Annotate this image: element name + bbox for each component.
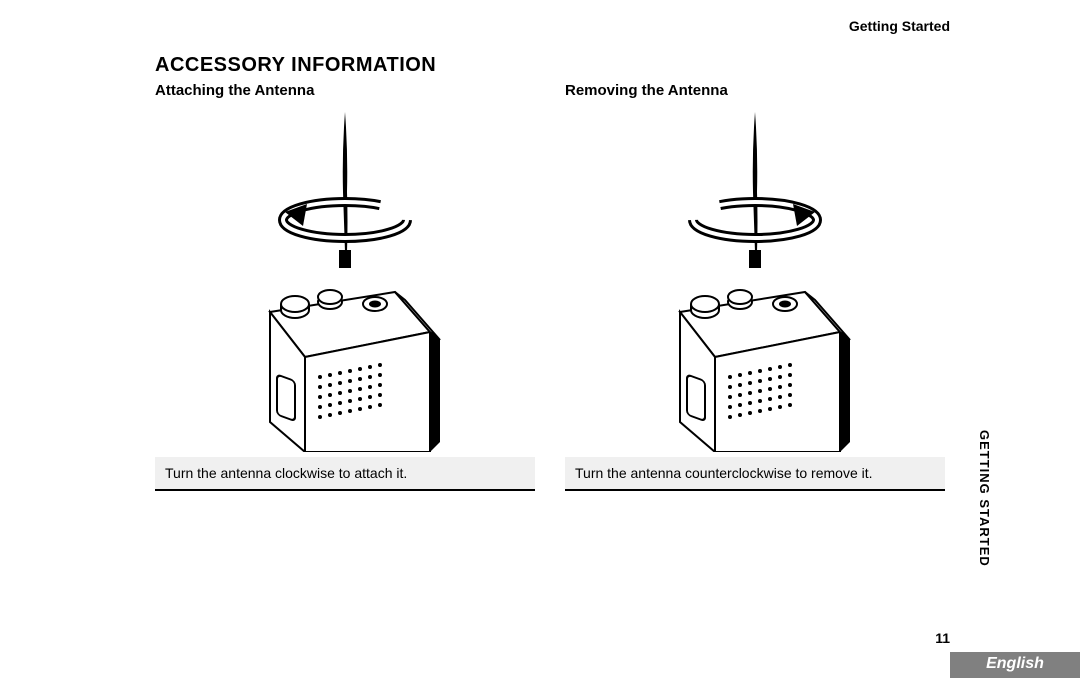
section-title: ACCESSORY INFORMATION <box>155 54 436 77</box>
figure-remove <box>565 107 945 457</box>
manual-page: Getting Started ACCESSORY INFORMATION At… <box>0 0 1080 698</box>
column-remove: Removing the Antenna <box>565 82 945 491</box>
page-number: 11 <box>935 630 950 646</box>
radio-body-icon <box>270 290 440 452</box>
figure-attach <box>155 107 535 457</box>
radio-attach-illustration <box>215 112 475 452</box>
heading-remove: Removing the Antenna <box>565 82 945 99</box>
radio-body-icon <box>680 290 850 452</box>
heading-attach: Attaching the Antenna <box>155 82 535 99</box>
radio-remove-illustration <box>625 112 885 452</box>
language-tab: English <box>950 652 1080 678</box>
column-attach: Attaching the Antenna <box>155 82 535 491</box>
chapter-header: Getting Started <box>849 18 950 34</box>
two-column-layout: Attaching the Antenna <box>155 82 945 491</box>
caption-remove: Turn the antenna counterclockwise to rem… <box>565 457 945 491</box>
side-chapter-tab: GETTING STARTED <box>977 430 992 567</box>
caption-attach: Turn the antenna clockwise to attach it. <box>155 457 535 491</box>
